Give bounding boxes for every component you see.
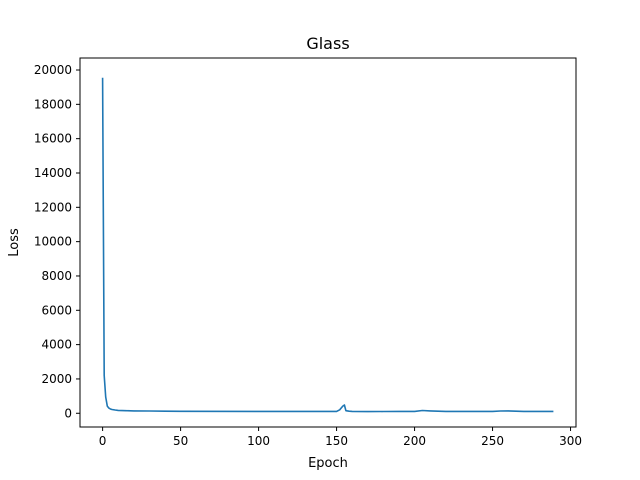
chart-title: Glass <box>306 34 349 53</box>
y-tick-label: 0 <box>64 406 72 420</box>
y-tick-label: 20000 <box>34 63 72 77</box>
y-tick-label: 12000 <box>34 200 72 214</box>
y-tick-label: 2000 <box>41 372 72 386</box>
x-tick-label: 100 <box>247 434 270 448</box>
x-tick-label: 250 <box>481 434 504 448</box>
x-tick-label: 300 <box>559 434 582 448</box>
y-tick-label: 10000 <box>34 235 72 249</box>
x-tick-label: 200 <box>403 434 426 448</box>
y-axis-label: Loss <box>7 228 22 257</box>
y-tick-label: 6000 <box>41 303 72 317</box>
x-tick-label: 50 <box>173 434 188 448</box>
x-tick-label: 0 <box>99 434 107 448</box>
x-tick-label: 150 <box>325 434 348 448</box>
y-tick-label: 14000 <box>34 166 72 180</box>
y-tick-label: 8000 <box>41 269 72 283</box>
y-tick-label: 16000 <box>34 132 72 146</box>
x-axis-label: Epoch <box>308 456 348 471</box>
y-tick-label: 4000 <box>41 338 72 352</box>
y-tick-label: 18000 <box>34 97 72 111</box>
